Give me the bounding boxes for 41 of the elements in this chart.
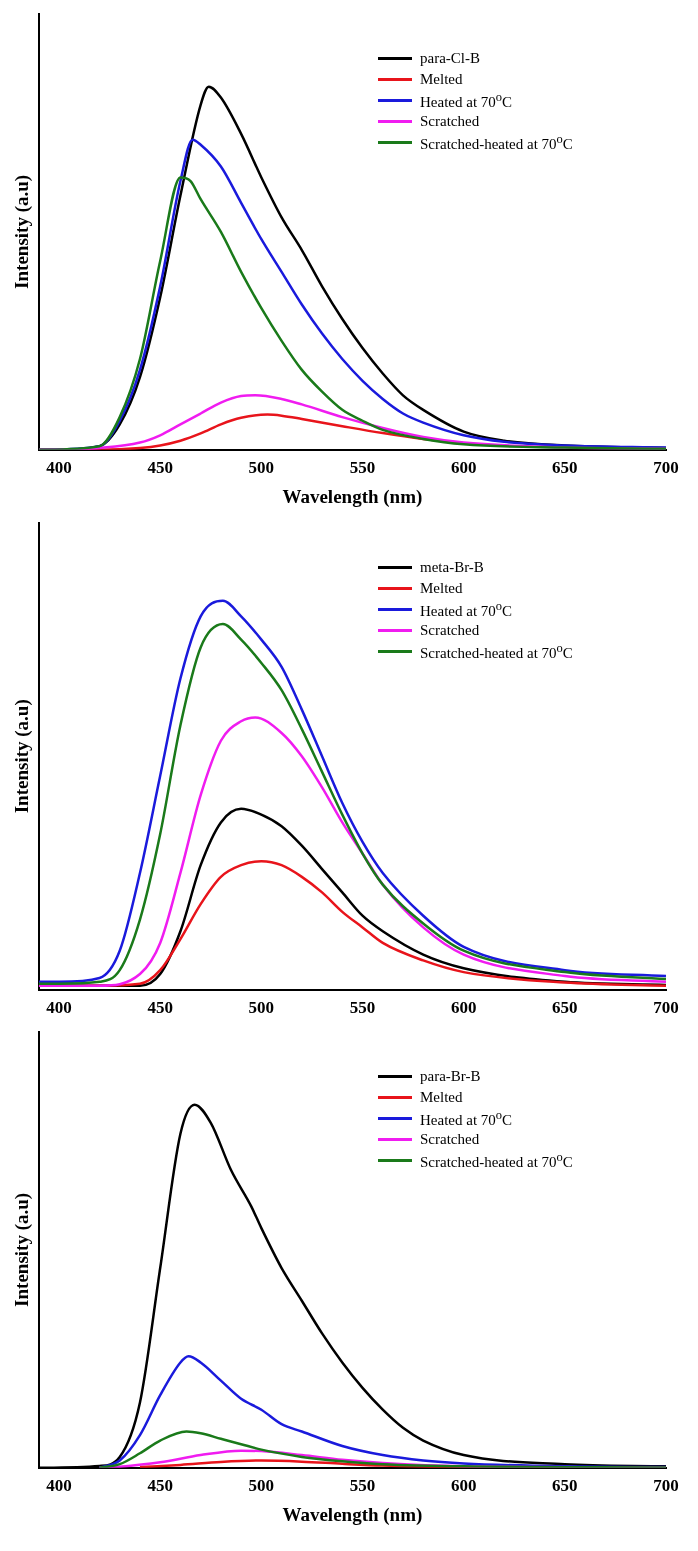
x-tick-label: 700 xyxy=(653,1476,679,1496)
legend-label: Scratched xyxy=(420,622,480,639)
x-tick-label: 650 xyxy=(552,1476,578,1496)
legend-label: Scratched xyxy=(420,1131,480,1148)
x-tick-label: 700 xyxy=(653,458,679,478)
legend-label: para-Cl-B xyxy=(420,50,480,67)
legend-label: Heated at 70$^{o}$C xyxy=(420,599,513,620)
legend-label: Scratched-heated at 70$^{o}$C xyxy=(420,1150,573,1171)
x-tick-label: 600 xyxy=(450,458,477,478)
x-tick-label: 650 xyxy=(552,458,578,478)
legend-label: Melted xyxy=(420,71,463,88)
x-tick-label: 650 xyxy=(552,998,578,1018)
legend-label: Heated at 70$^{o}$C xyxy=(420,90,513,111)
legend-label: Melted xyxy=(420,1089,463,1106)
legend-label: Heated at 70$^{o}$C xyxy=(420,1108,513,1129)
x-tick-label: 450 xyxy=(147,998,173,1018)
x-tick-label: 550 xyxy=(349,1476,376,1496)
y-axis-title: Intensity (a.u) xyxy=(11,699,34,814)
x-tick-label: 600 xyxy=(450,998,477,1018)
x-tick-label: 600 xyxy=(450,1476,477,1496)
x-tick-label: 400 xyxy=(46,458,72,478)
x-tick-label: 550 xyxy=(349,998,376,1018)
legend-label: Melted xyxy=(420,580,463,597)
y-axis-title: Intensity (a.u) xyxy=(11,174,34,289)
legend-label: meta-Br-B xyxy=(420,559,484,576)
x-tick-label: 500 xyxy=(248,1476,275,1496)
legend-label: Scratched-heated at 70$^{o}$C xyxy=(420,641,573,662)
x-tick-label: 450 xyxy=(147,458,173,478)
legend-label: Scratched xyxy=(420,113,480,130)
x-axis-title: Wavelength (nm) xyxy=(282,485,423,508)
x-tick-label: 500 xyxy=(248,458,275,478)
legend-label: Scratched-heated at 70$^{o}$C xyxy=(420,132,573,153)
x-tick-label: 450 xyxy=(147,1476,173,1496)
x-tick-label: 400 xyxy=(46,1476,72,1496)
legend-label: para-Br-B xyxy=(420,1068,481,1085)
x-axis-title: Wavelength (nm) xyxy=(282,1503,423,1526)
x-tick-label: 400 xyxy=(46,998,72,1018)
y-axis-title: Intensity (a.u) xyxy=(11,1192,34,1307)
x-tick-label: 550 xyxy=(349,458,376,478)
x-tick-label: 700 xyxy=(653,998,679,1018)
x-tick-label: 500 xyxy=(248,998,275,1018)
